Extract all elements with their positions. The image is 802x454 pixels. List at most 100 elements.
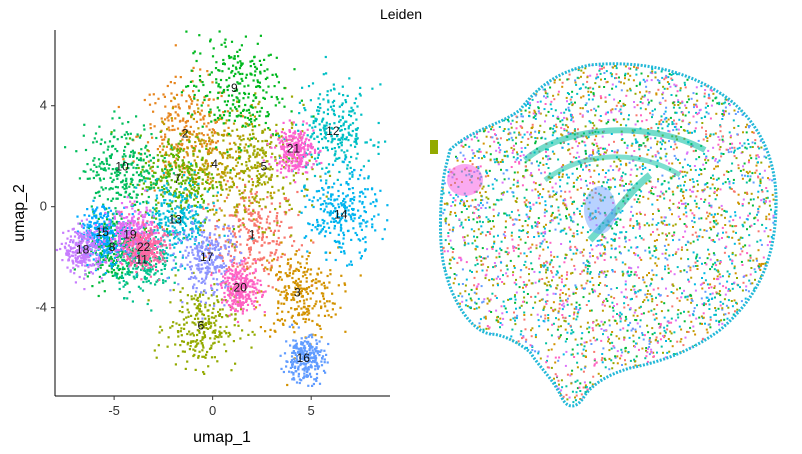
umap-point [323, 219, 326, 223]
umap-point [135, 223, 138, 226]
umap-point [98, 224, 101, 227]
umap-point [232, 64, 235, 67]
umap-point [248, 250, 251, 253]
umap-point [184, 222, 187, 225]
umap-point [104, 250, 107, 253]
umap-point [294, 339, 297, 342]
umap-point [97, 258, 100, 261]
umap-point [214, 243, 217, 246]
umap-point [185, 321, 188, 324]
umap-point [218, 265, 221, 268]
umap-point [195, 314, 198, 317]
umap-point [213, 205, 216, 208]
umap-point [138, 227, 141, 231]
umap-point [121, 276, 125, 279]
umap-point [125, 177, 128, 180]
umap-point [240, 287, 243, 290]
umap-point [189, 185, 192, 188]
umap-point [239, 82, 242, 85]
umap-point [173, 195, 176, 198]
umap-point [128, 226, 132, 229]
umap-point [200, 143, 203, 146]
umap-point [153, 125, 156, 128]
umap-point [294, 353, 297, 356]
umap-point [242, 265, 245, 268]
umap-point [187, 311, 190, 314]
umap-point [244, 183, 247, 186]
umap-point [250, 236, 253, 239]
umap-point [242, 191, 245, 194]
umap-point [191, 232, 194, 235]
umap-point [214, 258, 217, 262]
umap-point [131, 247, 134, 250]
umap-point [150, 223, 153, 226]
umap-point [177, 237, 180, 240]
umap-point [156, 211, 159, 214]
umap-point [226, 171, 229, 174]
umap-point [231, 230, 235, 233]
umap-point [75, 243, 78, 246]
umap-point [106, 254, 109, 257]
umap-point [326, 361, 329, 364]
umap-point [99, 266, 102, 269]
umap-point [162, 191, 165, 194]
umap-point [143, 128, 146, 131]
umap-point [131, 232, 134, 235]
umap-point [110, 133, 113, 136]
umap-point [279, 276, 282, 279]
umap-point [282, 166, 286, 169]
umap-point [234, 106, 237, 109]
umap-point [245, 267, 248, 271]
umap-point [303, 311, 307, 314]
umap-point [261, 156, 264, 159]
umap-point [243, 189, 246, 192]
umap-point [167, 172, 170, 175]
umap-point [215, 278, 219, 281]
umap-point [349, 198, 352, 201]
umap-point [97, 238, 100, 241]
umap-point [185, 179, 188, 182]
umap-point [110, 238, 113, 241]
umap-point [288, 325, 291, 328]
umap-point [301, 368, 304, 371]
umap-point [301, 275, 305, 278]
umap-point [98, 275, 101, 278]
umap-point [285, 199, 288, 203]
umap-point [233, 234, 236, 237]
umap-point [197, 127, 200, 130]
umap-point [81, 240, 84, 243]
umap-point [78, 255, 81, 258]
umap-point [114, 238, 117, 241]
umap-point [170, 117, 173, 120]
umap-point [135, 135, 138, 138]
umap-point [196, 329, 199, 332]
umap-point [248, 280, 251, 283]
umap-point [202, 134, 205, 137]
umap-point [283, 286, 286, 289]
umap-point [185, 120, 189, 123]
umap-point [343, 250, 346, 253]
umap-point [107, 214, 110, 218]
umap-point [210, 261, 213, 264]
umap-point [328, 251, 332, 254]
umap-point [228, 114, 231, 117]
umap-point [308, 251, 311, 254]
umap-point [120, 274, 123, 277]
umap-point [344, 128, 347, 131]
umap-point [383, 228, 386, 231]
umap-point [326, 146, 329, 149]
umap-point [186, 236, 189, 239]
umap-point [250, 117, 253, 121]
umap-point [121, 155, 124, 158]
umap-point [139, 152, 142, 155]
umap-point [154, 171, 157, 174]
umap-point [127, 251, 130, 254]
umap-point [219, 308, 222, 311]
umap-point [126, 264, 129, 268]
umap-point [149, 123, 152, 126]
umap-point [307, 359, 310, 362]
umap-point [197, 252, 200, 255]
umap-point [272, 322, 276, 325]
umap-point [204, 303, 207, 306]
umap-point [300, 292, 303, 295]
